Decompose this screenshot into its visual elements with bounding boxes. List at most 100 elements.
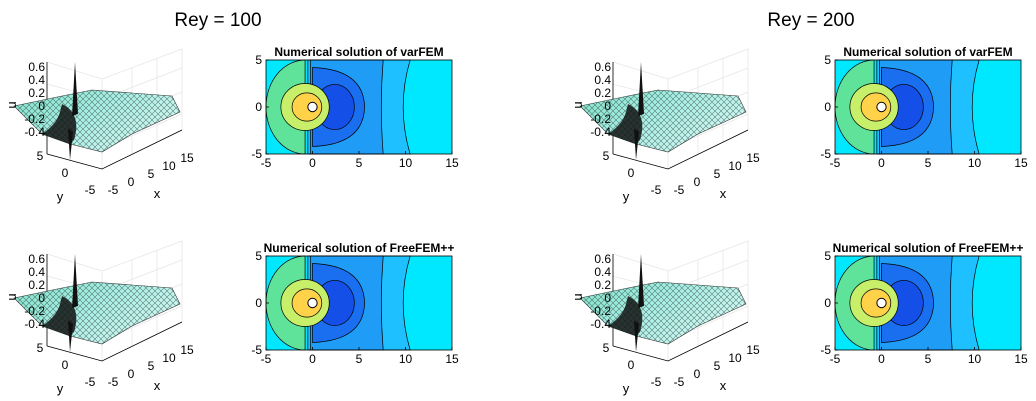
group-title-rey100: Rey = 100 — [174, 10, 261, 31]
svg-text:-5: -5 — [85, 183, 96, 197]
svg-text:5: 5 — [603, 341, 610, 355]
group-title-rey200: Rey = 200 — [767, 10, 854, 31]
z-axis-label: u — [570, 293, 585, 300]
x-axis-label: x — [154, 378, 161, 393]
surface-peak — [638, 62, 644, 116]
y-axis-label: y — [623, 381, 630, 396]
svg-text:15: 15 — [180, 343, 194, 357]
svg-text:0.4: 0.4 — [594, 265, 611, 279]
y-tick-label: 0 — [255, 296, 262, 310]
y-axis-label: y — [57, 189, 64, 204]
x-ticks: -5 0 5 10 15 — [108, 151, 194, 197]
z-ticks: 0.60.40.2 0-0.2-0.4 — [24, 252, 45, 331]
svg-text:0.4: 0.4 — [594, 73, 611, 87]
svg-text:-5: -5 — [108, 183, 119, 197]
y-ticks: 5 0 -5 — [603, 341, 662, 389]
svg-text:0.6: 0.6 — [594, 252, 611, 266]
contour-title: Numerical solution of FreeFEM++ — [264, 241, 455, 255]
surface-plot: 0.60.40.2 0-0.2-0.4 u 50-5 y -50 510 15 … — [570, 240, 760, 396]
z-axis-label: u — [570, 101, 585, 108]
svg-text:5: 5 — [714, 167, 721, 181]
cylinder-obstacle — [307, 101, 318, 113]
contour-title: Numerical solution of varFEM — [274, 45, 443, 59]
svg-text:5: 5 — [603, 149, 610, 163]
svg-text:10: 10 — [162, 351, 176, 365]
svg-text:-0.2: -0.2 — [590, 112, 611, 126]
svg-text:15: 15 — [746, 151, 760, 165]
x-tick-label: 15 — [445, 352, 459, 366]
cylinder-obstacle — [876, 297, 887, 309]
cylinder-obstacle — [876, 101, 887, 113]
z-axis-label: u — [4, 101, 19, 108]
svg-text:0.6: 0.6 — [28, 252, 45, 266]
svg-text:0: 0 — [128, 367, 135, 381]
stagnation-ring — [291, 92, 323, 122]
surface-plot: 0.60.40.2 0-0.2-0.4 u 50-5 y -50 510 15 … — [570, 48, 760, 204]
y-tick-label: -5 — [251, 147, 262, 161]
contour-plot: Numerical solution of FreeFEM++ -5 0 5 10 15… — [251, 241, 459, 366]
y-ticks: 5 0 -5 — [37, 149, 96, 197]
y-tick-label: -5 — [820, 343, 831, 357]
x-tick-label: -5 — [830, 156, 841, 170]
svg-text:0: 0 — [628, 166, 635, 180]
svg-text:0: 0 — [62, 166, 69, 180]
x-tick-label: 15 — [1014, 352, 1028, 366]
x-tick-label: 5 — [925, 156, 932, 170]
svg-text:5: 5 — [148, 167, 155, 181]
svg-text:10: 10 — [728, 159, 742, 173]
svg-text:-5: -5 — [674, 375, 685, 389]
y-ticks: 5 0 -5 — [37, 341, 96, 389]
contour-plot: Numerical solution of varFEM -5 0 5 10 15 5 0 -… — [251, 45, 459, 170]
svg-text:-0.4: -0.4 — [590, 317, 611, 331]
x-tick-label: 0 — [878, 156, 885, 170]
x-tick-label: 5 — [925, 352, 932, 366]
svg-text:0: 0 — [694, 175, 701, 189]
contour-title: Numerical solution of FreeFEM++ — [833, 241, 1024, 255]
svg-text:0: 0 — [62, 358, 69, 372]
x-tick-label: -5 — [261, 156, 272, 170]
svg-text:-5: -5 — [85, 375, 96, 389]
svg-text:0.2: 0.2 — [28, 86, 45, 100]
surface-peak — [638, 254, 644, 308]
svg-text:-0.4: -0.4 — [24, 125, 45, 139]
svg-text:0: 0 — [38, 99, 45, 113]
svg-text:10: 10 — [162, 159, 176, 173]
cylinder-obstacle — [307, 297, 318, 309]
y-tick-label: 0 — [824, 100, 831, 114]
y-tick-label: 0 — [255, 100, 262, 114]
x-tick-label: 0 — [878, 352, 885, 366]
y-ticks: 5 0 -5 — [603, 149, 662, 197]
svg-text:10: 10 — [728, 351, 742, 365]
svg-text:-0.4: -0.4 — [24, 317, 45, 331]
svg-text:0: 0 — [604, 99, 611, 113]
z-axis-label: u — [4, 293, 19, 300]
svg-text:-5: -5 — [108, 375, 119, 389]
x-ticks: -5 0 5 10 15 — [674, 151, 760, 197]
svg-text:-0.2: -0.2 — [24, 304, 45, 318]
svg-text:-0.2: -0.2 — [24, 112, 45, 126]
x-tick-label: 0 — [309, 352, 316, 366]
x-tick-label: -5 — [261, 352, 272, 366]
x-tick-label: -5 — [830, 352, 841, 366]
svg-text:5: 5 — [714, 359, 721, 373]
x-tick-label: 10 — [399, 352, 413, 366]
y-tick-label: 5 — [255, 249, 262, 263]
svg-text:5: 5 — [148, 359, 155, 373]
svg-text:-5: -5 — [674, 183, 685, 197]
x-tick-label: 10 — [968, 352, 982, 366]
svg-text:0.2: 0.2 — [28, 278, 45, 292]
svg-text:0.2: 0.2 — [594, 278, 611, 292]
x-tick-label: 10 — [399, 156, 413, 170]
x-tick-label: 15 — [1014, 156, 1028, 170]
x-axis-label: x — [720, 378, 727, 393]
surface-shadow — [42, 104, 77, 144]
contour-plot: Numerical solution of FreeFEM++ -5 0 5 10 15… — [820, 241, 1028, 366]
x-tick-label: 5 — [356, 156, 363, 170]
z-ticks: 0.60.40.2 0-0.2-0.4 — [590, 60, 611, 139]
stagnation-ring — [860, 288, 892, 318]
svg-text:-5: -5 — [651, 183, 662, 197]
x-axis-label: x — [720, 186, 727, 201]
x-tick-label: 15 — [445, 156, 459, 170]
surface-peak — [72, 254, 78, 308]
